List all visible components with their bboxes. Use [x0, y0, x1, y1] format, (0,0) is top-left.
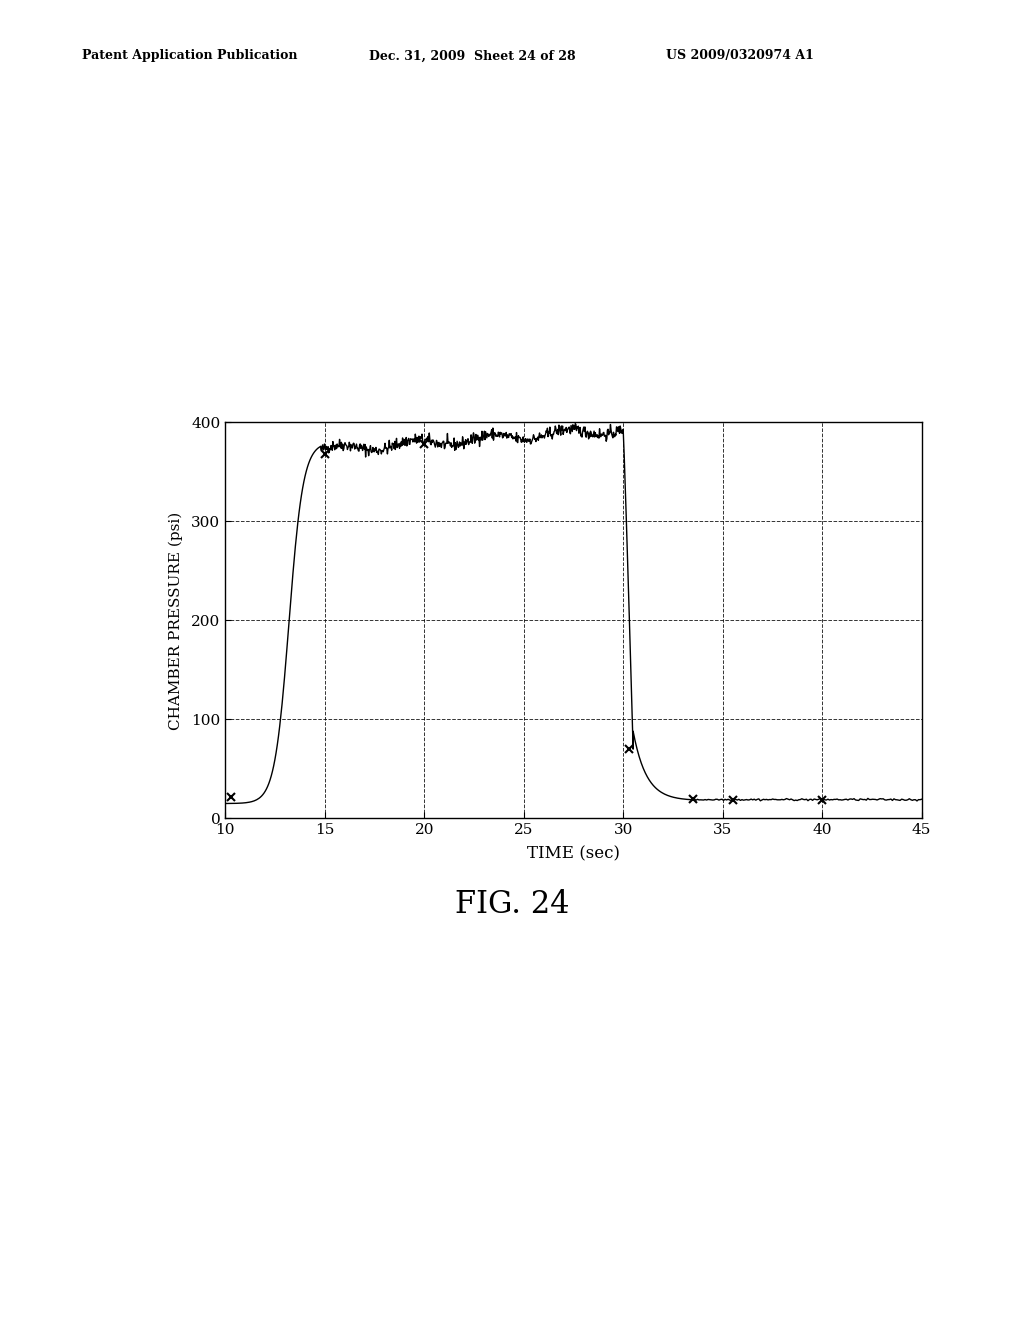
- X-axis label: TIME (sec): TIME (sec): [527, 846, 620, 862]
- Text: US 2009/0320974 A1: US 2009/0320974 A1: [666, 49, 813, 62]
- Text: Dec. 31, 2009  Sheet 24 of 28: Dec. 31, 2009 Sheet 24 of 28: [369, 49, 575, 62]
- Text: Patent Application Publication: Patent Application Publication: [82, 49, 297, 62]
- Y-axis label: CHAMBER PRESSURE (psi): CHAMBER PRESSURE (psi): [168, 511, 183, 730]
- Text: FIG. 24: FIG. 24: [455, 888, 569, 920]
